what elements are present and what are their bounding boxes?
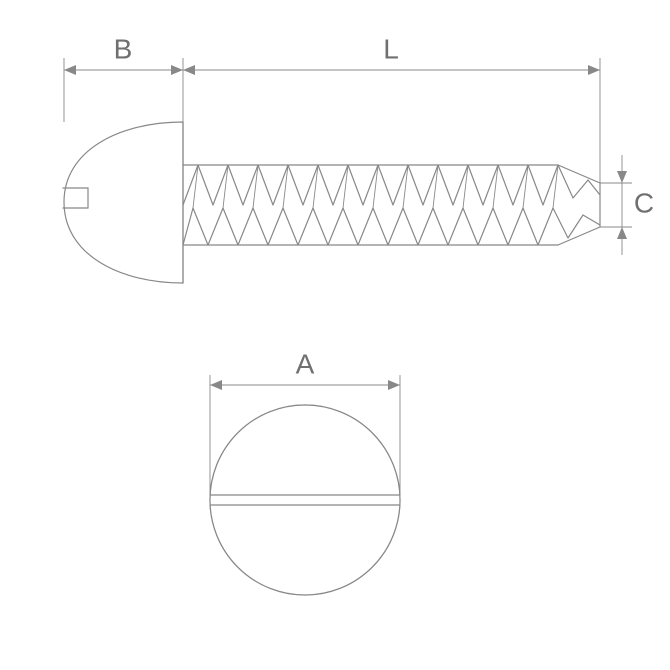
head-outline xyxy=(64,122,183,283)
screw-diagram: B L C A xyxy=(0,0,670,670)
label-c: C xyxy=(634,187,654,218)
label-a: A xyxy=(296,348,315,379)
dimension-l: L xyxy=(183,33,600,183)
dimension-c: C xyxy=(600,155,654,255)
label-b: B xyxy=(114,33,133,64)
label-l: L xyxy=(383,33,399,64)
thread-body xyxy=(183,165,600,245)
dimension-b: B xyxy=(64,33,183,122)
side-view xyxy=(63,122,600,283)
top-view xyxy=(210,405,400,595)
